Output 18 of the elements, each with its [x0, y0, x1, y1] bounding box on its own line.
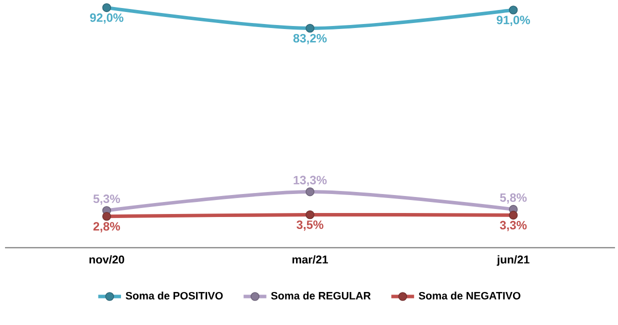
data-label: 92,0% — [90, 13, 124, 24]
point — [306, 210, 314, 220]
x-tick-label: mar/21 — [292, 255, 328, 264]
data-label: 5,3% — [93, 194, 120, 205]
point — [102, 212, 112, 221]
legend-label: Soma de REGULAR — [271, 292, 371, 300]
x-tick-label: jun/21 — [496, 255, 530, 266]
point — [508, 210, 518, 220]
legend-label: Soma de POSITIVO — [126, 292, 223, 300]
x-tick-label: nov/20 — [89, 255, 124, 264]
data-label: 91,0% — [496, 16, 530, 26]
data-label: 5,8% — [500, 193, 527, 204]
data-label: 83,2% — [293, 34, 327, 44]
data-label: 2,8% — [93, 222, 120, 232]
data-label: 3,5% — [296, 220, 324, 231]
legend-label: Soma de NEGATIVO — [418, 292, 520, 300]
data-label: 13,3% — [294, 176, 327, 186]
data-label: 3,3% — [500, 220, 527, 232]
